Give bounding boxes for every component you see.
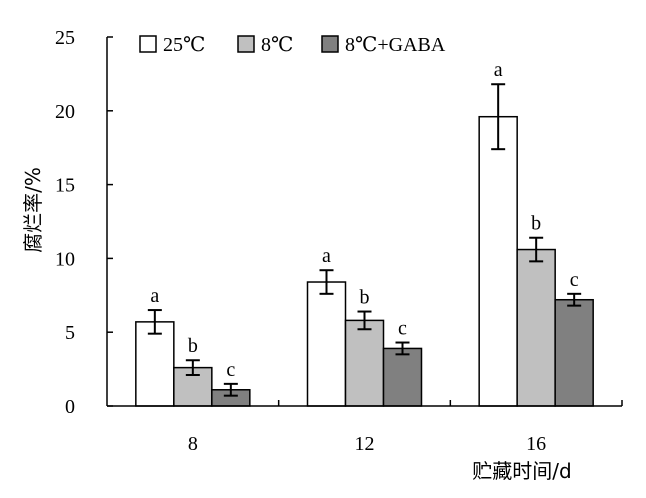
- legend-swatch: [321, 35, 339, 53]
- legend-label: 25℃: [163, 34, 205, 56]
- axes-layer: 0 5 10 15 20 25 8 12 16: [55, 27, 623, 455]
- bars-layer: [135, 115, 594, 407]
- significance-letter: a: [150, 285, 159, 307]
- y-tick-label: 25: [55, 27, 75, 49]
- legend: 25℃ 8℃ 8℃+GABA: [139, 34, 446, 56]
- bar: [478, 115, 518, 407]
- x-tick-label: 12: [355, 433, 375, 455]
- y-tick-label: 15: [55, 175, 75, 197]
- x-tick-label: 16: [526, 433, 546, 455]
- significance-letter: b: [360, 287, 370, 309]
- y-axis-title: 腐烂率/%: [21, 167, 45, 253]
- legend-swatch: [139, 35, 157, 53]
- significance-letter: c: [570, 269, 579, 291]
- significance-letter: a: [494, 59, 503, 81]
- bar: [516, 248, 556, 407]
- bar: [135, 321, 175, 407]
- y-tick-label: 10: [55, 248, 75, 270]
- significance-letter: b: [531, 213, 541, 235]
- significance-letter: c: [398, 318, 407, 340]
- legend-label: 8℃+GABA: [345, 34, 446, 56]
- bar: [382, 347, 423, 407]
- error-bars-layer: [147, 83, 582, 397]
- significance-letters-layer: a a a b b b c c c: [150, 59, 578, 381]
- x-axis-title: 贮藏时间/d: [472, 459, 571, 483]
- legend-label: 8℃: [261, 34, 293, 56]
- y-tick-label: 20: [55, 101, 75, 123]
- x-tick-label: 8: [188, 433, 198, 455]
- legend-swatch: [237, 35, 255, 53]
- y-tick-label: 5: [65, 322, 75, 344]
- significance-letter: c: [226, 359, 235, 381]
- bar: [306, 281, 347, 407]
- significance-letter: a: [322, 245, 331, 267]
- significance-letter: b: [188, 335, 198, 357]
- bar: [344, 319, 385, 407]
- y-tick-label: 0: [65, 396, 75, 418]
- bar: [554, 298, 594, 407]
